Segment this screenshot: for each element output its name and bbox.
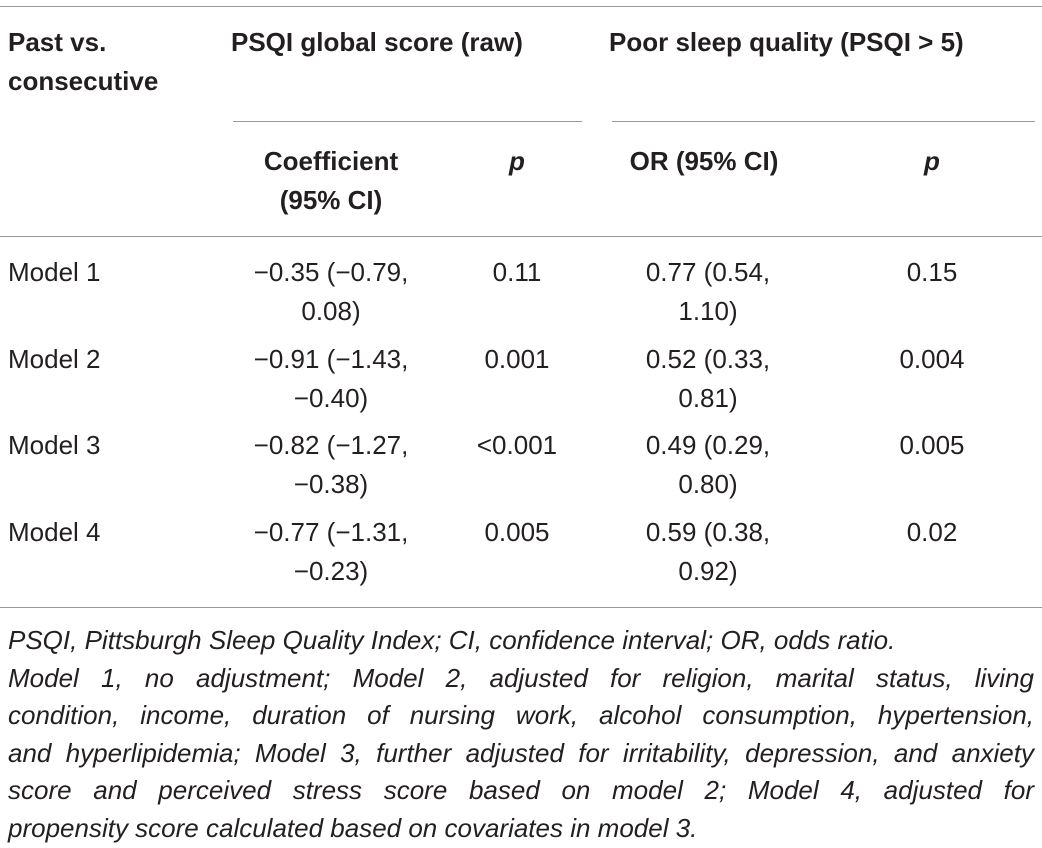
coef-line2: −0.40) (293, 383, 369, 413)
p2-cell: 0.15 (906, 257, 958, 287)
p2-cell: 0.005 (899, 430, 965, 460)
table-bottom-rule (0, 607, 1042, 608)
p1-cell: 0.001 (484, 344, 550, 374)
coef-cell: −0.35 (−0.79, 0.08) (233, 253, 429, 331)
coef-line1: −0.77 (−1.31, (253, 517, 409, 547)
p2-cell: 0.02 (906, 517, 958, 547)
row-label: Model 1 (8, 257, 101, 287)
group-header-poor-sleep: Poor sleep quality (PSQI > 5) (609, 27, 964, 57)
footnote-line: score and perceived stress score based o… (8, 775, 1034, 806)
subheader-coefficient-line2: (95% CI) (279, 185, 383, 215)
or-cell: 0.77 (0.54, 1.10) (600, 253, 816, 331)
row-label: Model 3 (8, 430, 101, 460)
group1-underline (233, 121, 582, 122)
coef-cell: −0.91 (−1.43, −0.40) (233, 340, 429, 418)
row-label-header: Past vs. consecutive (8, 23, 158, 101)
footnote-line: propensity score calculated based on cov… (8, 812, 698, 843)
coef-line2: −0.38) (293, 469, 369, 499)
or-line1: 0.59 (0.38, (645, 517, 771, 547)
or-line1: 0.52 (0.33, (645, 344, 771, 374)
row-label-header-line2: consecutive (8, 66, 159, 96)
footnote-line: Model 1, no adjustment; Model 2, adjuste… (8, 662, 1034, 693)
coef-line2: −0.23) (293, 556, 369, 586)
row-label-header-line1: Past vs. (8, 27, 107, 57)
or-cell: 0.49 (0.29, 0.80) (600, 426, 816, 504)
or-line1: 0.49 (0.29, (645, 430, 771, 460)
p1-cell: <0.001 (476, 430, 558, 460)
footnote-line: and hyperlipidemia; Model 3, further adj… (8, 737, 1034, 768)
group-header-psqi-global: PSQI global score (raw) (231, 27, 523, 57)
subheader-p-1: p (509, 146, 525, 176)
coef-line1: −0.35 (−0.79, (253, 257, 409, 287)
p2-cell: 0.004 (899, 344, 965, 374)
row-label: Model 2 (8, 344, 101, 374)
row-label: Model 4 (8, 517, 101, 547)
table-footnote: PSQI, Pittsburgh Sleep Quality Index; CI… (8, 622, 1034, 848)
or-cell: 0.59 (0.38, 0.92) (600, 513, 816, 591)
coef-cell: −0.77 (−1.31, −0.23) (233, 513, 429, 591)
p1-cell: 0.11 (492, 257, 542, 287)
coef-line2: 0.08) (301, 296, 361, 326)
subheader-or: OR (95% CI) (629, 146, 779, 176)
or-line2: 1.10) (678, 296, 738, 326)
or-line2: 0.92) (678, 556, 738, 586)
coef-line1: −0.91 (−1.43, (253, 344, 409, 374)
top-rule (0, 6, 1042, 7)
subheader-p-2: p (924, 146, 940, 176)
footnote-line: PSQI, Pittsburgh Sleep Quality Index; CI… (8, 625, 896, 655)
or-line2: 0.81) (678, 383, 738, 413)
coef-cell: −0.82 (−1.27, −0.38) (233, 426, 429, 504)
subheader-coefficient-line1: Coefficient (263, 146, 399, 176)
footnote-line: condition, income, duration of nursing w… (8, 700, 1034, 731)
or-cell: 0.52 (0.33, 0.81) (600, 340, 816, 418)
p1-cell: 0.005 (484, 517, 550, 547)
or-line2: 0.80) (678, 469, 738, 499)
coef-line1: −0.82 (−1.27, (253, 430, 409, 460)
group2-underline (612, 121, 1035, 122)
subheader-coefficient: Coefficient (95% CI) (233, 142, 429, 220)
header-bottom-rule (0, 236, 1042, 237)
or-line1: 0.77 (0.54, (645, 257, 771, 287)
